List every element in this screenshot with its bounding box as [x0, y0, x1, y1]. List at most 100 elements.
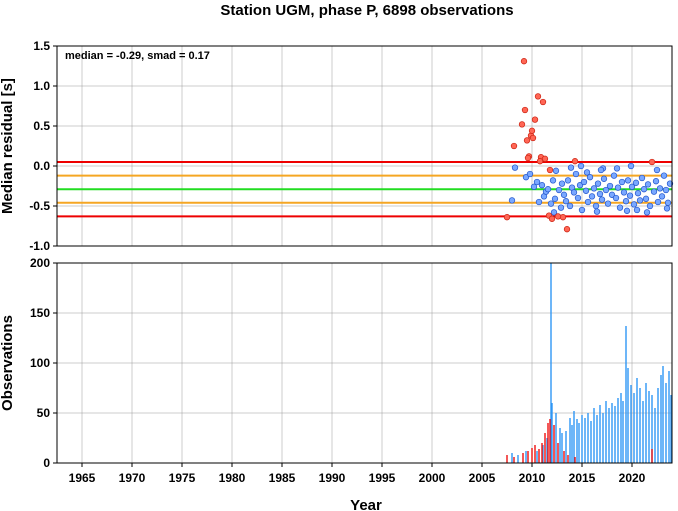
observation-bar — [542, 445, 544, 463]
outlier-observation-bar — [553, 425, 555, 463]
observation-bar — [578, 423, 580, 463]
inlier-point — [594, 180, 602, 187]
inlier-point — [551, 195, 559, 202]
inlier-point — [642, 195, 650, 202]
inlier-point — [508, 197, 516, 204]
outlier-observation-bar — [506, 455, 508, 463]
observations-y-axis-label: Observations — [0, 315, 16, 411]
inlier-point — [582, 187, 590, 194]
inlier-point — [663, 205, 671, 212]
observation-bar — [581, 415, 583, 463]
outlier-point — [563, 226, 571, 233]
outlier-observation-bar — [527, 451, 529, 463]
observation-bar — [645, 383, 647, 463]
x-tick-label: 1970 — [119, 471, 146, 485]
observation-bar — [636, 378, 638, 463]
outlier-observation-bar — [522, 453, 524, 463]
inlier-point — [598, 196, 606, 203]
observation-bar — [654, 408, 656, 463]
outlier-observation-bar — [538, 449, 540, 463]
inlier-point — [564, 177, 572, 184]
inlier-point — [646, 202, 654, 210]
inlier-point — [577, 162, 585, 170]
observation-bar — [536, 451, 538, 463]
outlier-observation-bar — [534, 445, 536, 463]
inlier-point — [654, 198, 662, 206]
x-tick-label: 1990 — [319, 471, 346, 485]
outlier-observation-bar — [563, 451, 565, 463]
observation-bar — [627, 368, 629, 463]
outlier-point — [531, 116, 539, 123]
y-tick-label: 50 — [37, 406, 51, 420]
inlier-point — [624, 177, 632, 184]
inlier-point — [576, 182, 584, 189]
inlier-point — [664, 199, 672, 206]
y-tick-label: 1.5 — [33, 39, 50, 53]
observation-bar — [665, 383, 667, 463]
outlier-point — [528, 127, 536, 134]
outlier-observation-bar — [531, 448, 533, 463]
inlier-point — [634, 190, 642, 197]
observation-bar — [668, 371, 670, 463]
observation-bar — [642, 401, 644, 463]
inlier-point — [658, 193, 666, 200]
outlier-point — [521, 106, 529, 114]
x-tick-label: 2015 — [569, 471, 596, 485]
observation-bar — [590, 421, 592, 463]
outlier-point — [520, 58, 528, 65]
observation-bar — [555, 413, 557, 463]
observation-bar — [617, 398, 619, 463]
observation-bar — [573, 411, 575, 463]
inlier-point — [550, 209, 558, 216]
inlier-point — [650, 188, 658, 195]
inlier-point — [590, 185, 598, 192]
inlier-point — [596, 190, 604, 198]
observation-bar — [657, 388, 659, 463]
observations-y-ticks: 200 150 100 50 0 — [30, 256, 57, 470]
outlier-point — [523, 137, 531, 144]
residual-panel: 1.5 1.0 0.5 0.0 -0.5 -1.0 median = -0.29, sma… — [0, 39, 674, 253]
inlier-point — [630, 201, 638, 208]
inlier-point — [666, 180, 674, 187]
inlier-point — [547, 200, 555, 207]
inlier-point — [602, 186, 610, 194]
outlier-observation-bar — [547, 423, 549, 463]
outlier-point — [534, 93, 542, 100]
outlier-observation-bar — [557, 443, 559, 463]
x-tick-label: 1985 — [269, 471, 296, 485]
observation-bar — [633, 393, 635, 463]
year-x-axis-label: Year — [350, 497, 382, 511]
inlier-point — [566, 202, 574, 210]
observation-bar — [651, 395, 653, 463]
observation-bar — [662, 366, 664, 463]
inlier-point — [511, 164, 519, 171]
x-tick-label: 1965 — [69, 471, 96, 485]
observation-bar — [587, 413, 589, 463]
inlier-point — [626, 192, 634, 199]
outlier-point — [524, 154, 532, 162]
inlier-point — [638, 174, 646, 182]
inlier-point — [620, 189, 628, 196]
y-tick-label: 0 — [43, 456, 50, 470]
x-tick-label: 2005 — [469, 471, 496, 485]
y-tick-label: -1.0 — [29, 239, 50, 253]
observation-bar — [550, 263, 552, 463]
observation-bar — [608, 408, 610, 463]
observation-bar — [605, 401, 607, 463]
outlier-point — [536, 158, 544, 165]
inlier-point — [522, 174, 530, 181]
y-tick-label: -0.5 — [29, 199, 50, 213]
observation-bar — [648, 391, 650, 463]
inlier-point — [606, 182, 614, 190]
inlier-point — [627, 162, 635, 170]
inlier-point — [538, 182, 546, 189]
observations-panel: 200 150 100 50 0 1965 1970 1975 1980 1985 1990 199… — [0, 256, 673, 511]
inlier-point — [526, 170, 534, 178]
inlier-point — [662, 186, 670, 194]
outlier-observation-bar — [541, 443, 543, 463]
inlier-point — [623, 207, 631, 214]
observation-bar — [622, 401, 624, 463]
inlier-point — [562, 198, 570, 205]
y-tick-label: 1.0 — [33, 79, 50, 93]
observation-bar — [611, 403, 613, 463]
